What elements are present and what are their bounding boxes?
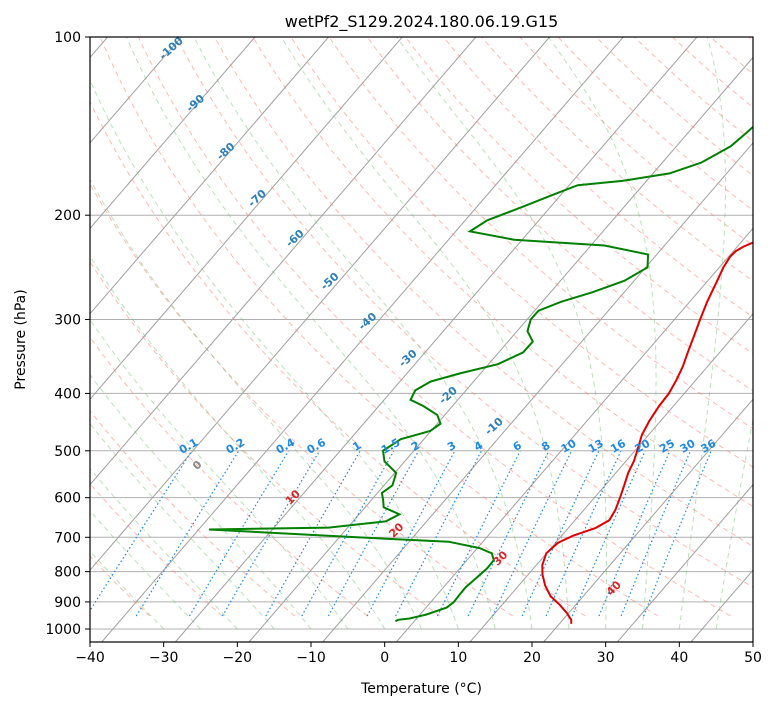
x-tick-label: −30	[149, 650, 179, 666]
dry-adiabat	[90, 336, 368, 617]
moist-adiabat	[280, 37, 570, 629]
y-tick-label: 500	[54, 444, 81, 460]
moist-adiabat	[90, 422, 275, 630]
isotherm-gridline	[543, 398, 753, 642]
isotherm-gridline	[174, 37, 698, 642]
background-lines	[90, 24, 775, 642]
dry-adiabat	[557, 37, 753, 211]
moist-adiabat	[90, 78, 459, 630]
dry-adiabat	[90, 260, 441, 617]
dry-adiabat	[175, 37, 753, 588]
dry-adiabat	[90, 410, 296, 617]
mixing-ratio-line	[545, 450, 622, 617]
dry-adiabat	[404, 37, 753, 355]
y-tick-label: 800	[54, 565, 81, 581]
isotherm-gridline	[101, 37, 624, 642]
mixing-ratio-line	[265, 450, 361, 617]
x-tick-label: 10	[449, 650, 467, 666]
dry-adiabat	[772, 24, 775, 616]
dry-adiabat	[90, 182, 513, 617]
plot-area	[90, 37, 753, 642]
mixing-ratio-line	[188, 450, 290, 617]
y-tick-label: 1000	[45, 622, 81, 638]
moist-adiabat	[193, 37, 533, 630]
mixing-ratio-line	[395, 450, 482, 617]
isotherm-gridline	[90, 37, 182, 144]
dry-adiabat	[290, 37, 753, 468]
moist-adiabat	[90, 509, 201, 630]
dry-adiabat	[252, 37, 753, 508]
dry-adiabat	[99, 37, 659, 617]
mixing-ratio-line	[598, 450, 671, 617]
isotherm-gridline	[90, 37, 551, 571]
mixing-ratio-line	[221, 450, 320, 617]
dry-adiabat	[328, 37, 753, 430]
x-tick-label: 40	[670, 650, 688, 666]
isotherm-gridline	[90, 37, 403, 400]
y-tick-label: 100	[54, 30, 81, 46]
moist-adiabat	[90, 373, 312, 630]
y-tick-label: 300	[54, 312, 81, 328]
x-tick-label: 50	[744, 650, 762, 666]
dry-adiabat	[137, 37, 731, 617]
y-axis-label: Pressure (hPa)	[13, 289, 29, 389]
moist-adiabat	[90, 255, 386, 630]
mixing-ratio-line	[135, 450, 240, 617]
dewpoint-profile	[208, 125, 753, 623]
axes: −40 −30 −20 −10 0 10 20 30 40 50 100 200 300 400 500 60…	[45, 30, 762, 666]
isotherm-gridline	[90, 37, 477, 486]
moist-adiabat	[396, 37, 607, 629]
x-tick-label: −40	[75, 650, 105, 666]
isotherm-gridline	[616, 483, 753, 642]
y-tick-label: 200	[54, 208, 81, 224]
y-tick-label: 700	[54, 530, 81, 546]
y-tick-label: 400	[54, 386, 81, 402]
mixing-ratio-line	[492, 450, 573, 617]
moist-adiabat	[715, 416, 753, 630]
x-axis-label: Temperature (°C)	[360, 681, 482, 697]
x-tick-label: −10	[296, 650, 326, 666]
isotherm-gridline	[469, 313, 753, 642]
y-tick-label: 600	[54, 491, 81, 507]
dry-adiabat	[595, 37, 753, 177]
dry-adiabat	[633, 37, 753, 142]
y-tick-label: 900	[54, 595, 81, 611]
dry-adiabat	[90, 100, 586, 617]
isotherm-gridline	[90, 37, 256, 230]
isotherm-gridline	[765, 24, 775, 642]
moist-adiabat	[90, 550, 165, 630]
x-tick-label: −20	[223, 650, 253, 666]
x-tick-label: 20	[523, 650, 541, 666]
dry-adiabat	[214, 37, 753, 547]
x-tick-label: 0	[380, 650, 389, 666]
mixing-ratio-line	[301, 450, 395, 617]
chart-title: wetPf2_S129.2024.180.06.19.G15	[285, 12, 559, 32]
data-lines	[208, 125, 753, 624]
plot-frame	[89, 36, 754, 643]
moist-adiabat	[547, 37, 657, 630]
temperature-profile	[541, 241, 753, 624]
dry-adiabat	[366, 37, 753, 392]
isotherm-gridline	[90, 37, 330, 315]
mixing-ratio-line	[571, 450, 646, 617]
mixing-ratio-line	[467, 450, 550, 617]
dry-adiabat	[519, 37, 753, 246]
moist-adiabat	[90, 467, 238, 630]
isotherm-gridline	[395, 227, 753, 642]
x-tick-label: 30	[597, 650, 615, 666]
moist-adiabat	[90, 178, 422, 630]
mixing-ratio-line	[90, 450, 193, 612]
